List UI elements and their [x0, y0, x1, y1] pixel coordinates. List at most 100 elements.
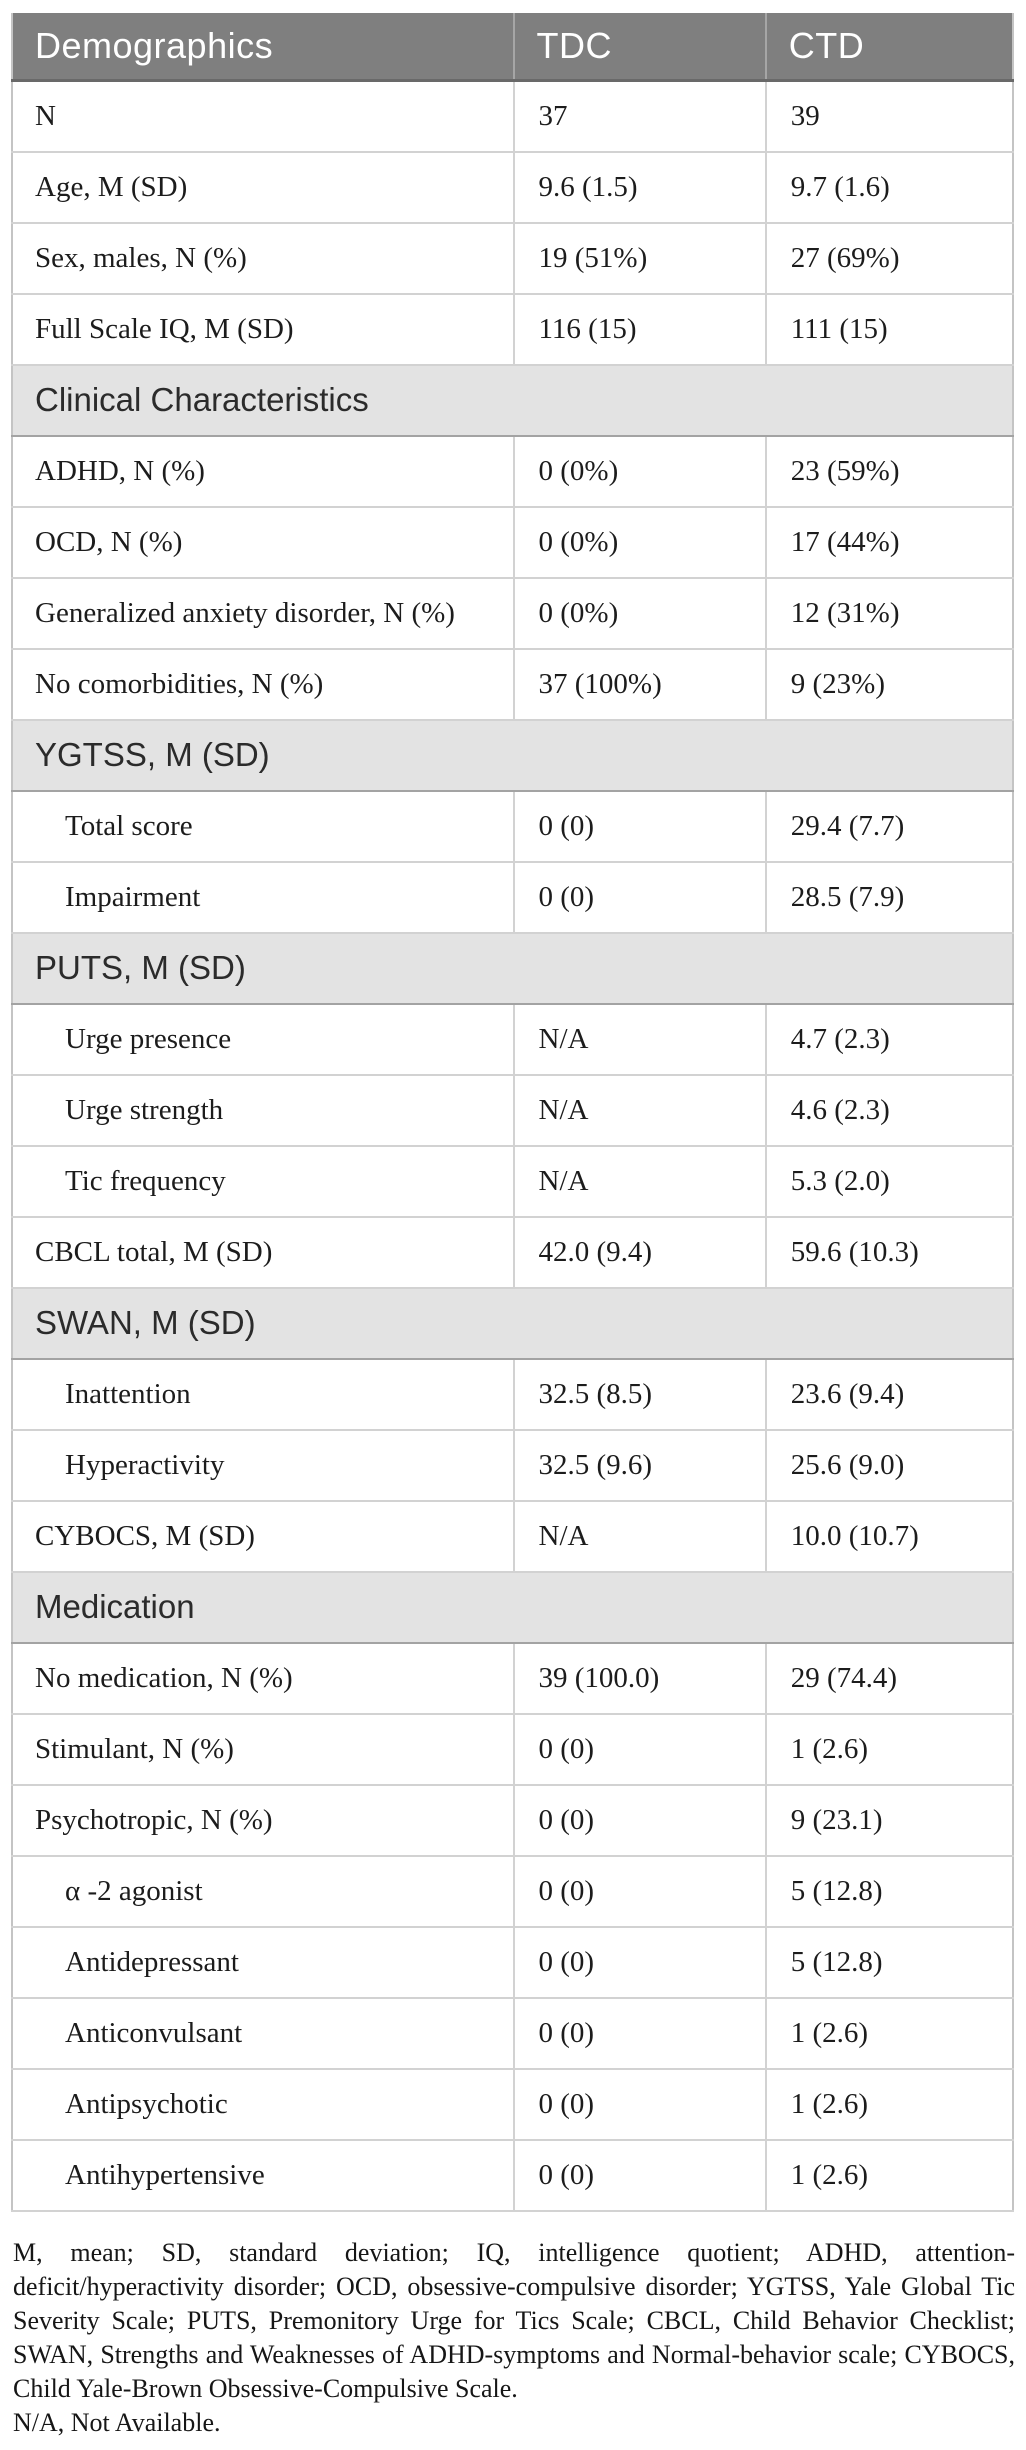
- table-row: Total score 0 (0) 29.4 (7.7): [12, 791, 1013, 863]
- ctd-value: 12 (31%): [764, 578, 1013, 650]
- ctd-value: 29.4 (7.7): [764, 791, 1013, 863]
- tdc-value: 32.5 (8.5): [512, 1359, 766, 1431]
- table-footnote-abbreviations: M, mean; SD, standard deviation; IQ, int…: [13, 2238, 1015, 2403]
- table-row: Tic frequency N/A 5.3 (2.0): [12, 1146, 1013, 1218]
- table-row: Hyperactivity 32.5 (9.6) 25.6 (9.0): [12, 1430, 1013, 1502]
- ctd-value: 28.5 (7.9): [764, 862, 1013, 934]
- tdc-value: 0 (0): [512, 1714, 766, 1786]
- section-label: Clinical Characteristics: [12, 364, 1013, 437]
- table-row: Anticonvulsant 0 (0) 1 (2.6): [12, 1998, 1013, 2070]
- row-label: Hyperactivity: [12, 1430, 514, 1502]
- tdc-value: 37: [512, 80, 766, 153]
- row-label: Age, M (SD): [12, 152, 514, 224]
- table-row: Impairment 0 (0) 28.5 (7.9): [12, 862, 1013, 934]
- ctd-value: 25.6 (9.0): [764, 1430, 1013, 1502]
- tdc-value: 37 (100%): [512, 649, 766, 721]
- section-label: PUTS, M (SD): [12, 932, 1013, 1005]
- table-row: OCD, N (%) 0 (0%) 17 (44%): [12, 507, 1013, 579]
- row-label: Antipsychotic: [12, 2069, 514, 2141]
- tdc-value: 39 (100.0): [512, 1643, 766, 1715]
- section-row: Medication: [12, 1571, 1013, 1644]
- tdc-value: N/A: [512, 1501, 766, 1573]
- table-row: Psychotropic, N (%) 0 (0) 9 (23.1): [12, 1785, 1013, 1857]
- ctd-value: 9 (23.1): [764, 1785, 1013, 1857]
- ctd-value: 5 (12.8): [764, 1927, 1013, 1999]
- row-label: CBCL total, M (SD): [12, 1217, 514, 1289]
- row-label: OCD, N (%): [12, 507, 514, 579]
- row-label: CYBOCS, M (SD): [12, 1501, 514, 1573]
- table-row: Antipsychotic 0 (0) 1 (2.6): [12, 2069, 1013, 2141]
- row-label: Antidepressant: [12, 1927, 514, 1999]
- table-row: Generalized anxiety disorder, N (%) 0 (0%…: [12, 578, 1013, 650]
- row-label: Anticonvulsant: [12, 1998, 514, 2070]
- row-label: Inattention: [12, 1359, 514, 1431]
- tdc-value: 0 (0): [512, 2069, 766, 2141]
- demographics-table: Demographics TDC CTD N 37 39 Age, M (SD) 9.6…: [11, 13, 1014, 2212]
- table-row: No comorbidities, N (%) 37 (100%) 9 (23%): [12, 649, 1013, 721]
- section-row: YGTSS, M (SD): [12, 719, 1013, 792]
- tdc-value: 0 (0%): [512, 436, 766, 508]
- section-row: Clinical Characteristics: [12, 364, 1013, 437]
- row-label: Stimulant, N (%): [12, 1714, 514, 1786]
- tdc-value: 32.5 (9.6): [512, 1430, 766, 1502]
- ctd-value: 39: [764, 80, 1013, 153]
- row-label: No medication, N (%): [12, 1643, 514, 1715]
- row-label: N: [12, 80, 514, 153]
- tdc-value: 116 (15): [512, 294, 766, 366]
- ctd-value: 59.6 (10.3): [764, 1217, 1013, 1289]
- ctd-value: 29 (74.4): [764, 1643, 1013, 1715]
- ctd-value: 1 (2.6): [764, 1998, 1013, 2070]
- row-label: Psychotropic, N (%): [12, 1785, 514, 1857]
- ctd-value: 23 (59%): [764, 436, 1013, 508]
- tdc-value: 0 (0): [512, 1927, 766, 1999]
- row-label: α -2 agonist: [12, 1856, 514, 1928]
- ctd-value: 4.7 (2.3): [764, 1004, 1013, 1076]
- table-row: Urge strength N/A 4.6 (2.3): [12, 1075, 1013, 1147]
- table-row: ADHD, N (%) 0 (0%) 23 (59%): [12, 436, 1013, 508]
- row-label: Tic frequency: [12, 1146, 514, 1218]
- table-row: Urge presence N/A 4.7 (2.3): [12, 1004, 1013, 1076]
- ctd-value: 5.3 (2.0): [764, 1146, 1013, 1218]
- tdc-value: 19 (51%): [512, 223, 766, 295]
- ctd-value: 5 (12.8): [764, 1856, 1013, 1928]
- ctd-value: 4.6 (2.3): [764, 1075, 1013, 1147]
- table-row: CYBOCS, M (SD) N/A 10.0 (10.7): [12, 1501, 1013, 1573]
- column-header-demographics: Demographics: [12, 13, 514, 82]
- tdc-value: 0 (0): [512, 1785, 766, 1857]
- table-row: α -2 agonist 0 (0) 5 (12.8): [12, 1856, 1013, 1928]
- section-row: PUTS, M (SD): [12, 932, 1013, 1005]
- row-label: ADHD, N (%): [12, 436, 514, 508]
- table-row: Sex, males, N (%) 19 (51%) 27 (69%): [12, 223, 1013, 295]
- section-label: Medication: [12, 1571, 1013, 1644]
- section-row: SWAN, M (SD): [12, 1287, 1013, 1360]
- ctd-value: 1 (2.6): [764, 1714, 1013, 1786]
- ctd-value: 1 (2.6): [764, 2069, 1013, 2141]
- ctd-value: 1 (2.6): [764, 2140, 1013, 2212]
- tdc-value: N/A: [512, 1146, 766, 1218]
- table-row: Age, M (SD) 9.6 (1.5) 9.7 (1.6): [12, 152, 1013, 224]
- table-header: Demographics TDC CTD: [12, 13, 1013, 82]
- ctd-value: 9.7 (1.6): [764, 152, 1013, 224]
- tdc-value: 42.0 (9.4): [512, 1217, 766, 1289]
- row-label: Full Scale IQ, M (SD): [12, 294, 514, 366]
- tdc-value: 0 (0): [512, 1856, 766, 1928]
- table-row: Antidepressant 0 (0) 5 (12.8): [12, 1927, 1013, 1999]
- ctd-value: 27 (69%): [764, 223, 1013, 295]
- row-label: Antihypertensive: [12, 2140, 514, 2212]
- ctd-value: 10.0 (10.7): [764, 1501, 1013, 1573]
- header-row: Demographics TDC CTD: [12, 13, 1013, 82]
- table-row: Full Scale IQ, M (SD) 116 (15) 111 (15): [12, 294, 1013, 366]
- row-label: Generalized anxiety disorder, N (%): [12, 578, 514, 650]
- tdc-value: 0 (0%): [512, 507, 766, 579]
- ctd-value: 23.6 (9.4): [764, 1359, 1013, 1431]
- section-label: SWAN, M (SD): [12, 1287, 1013, 1360]
- table-body: N 37 39 Age, M (SD) 9.6 (1.5) 9.7 (1.6) Sex, m…: [12, 80, 1013, 2212]
- table-row: Inattention 32.5 (8.5) 23.6 (9.4): [12, 1359, 1013, 1431]
- tdc-value: 0 (0): [512, 862, 766, 934]
- row-label: No comorbidities, N (%): [12, 649, 514, 721]
- row-label: Urge presence: [12, 1004, 514, 1076]
- table-row: N 37 39: [12, 80, 1013, 153]
- column-header-tdc: TDC: [512, 13, 766, 82]
- ctd-value: 17 (44%): [764, 507, 1013, 579]
- row-label: Sex, males, N (%): [12, 223, 514, 295]
